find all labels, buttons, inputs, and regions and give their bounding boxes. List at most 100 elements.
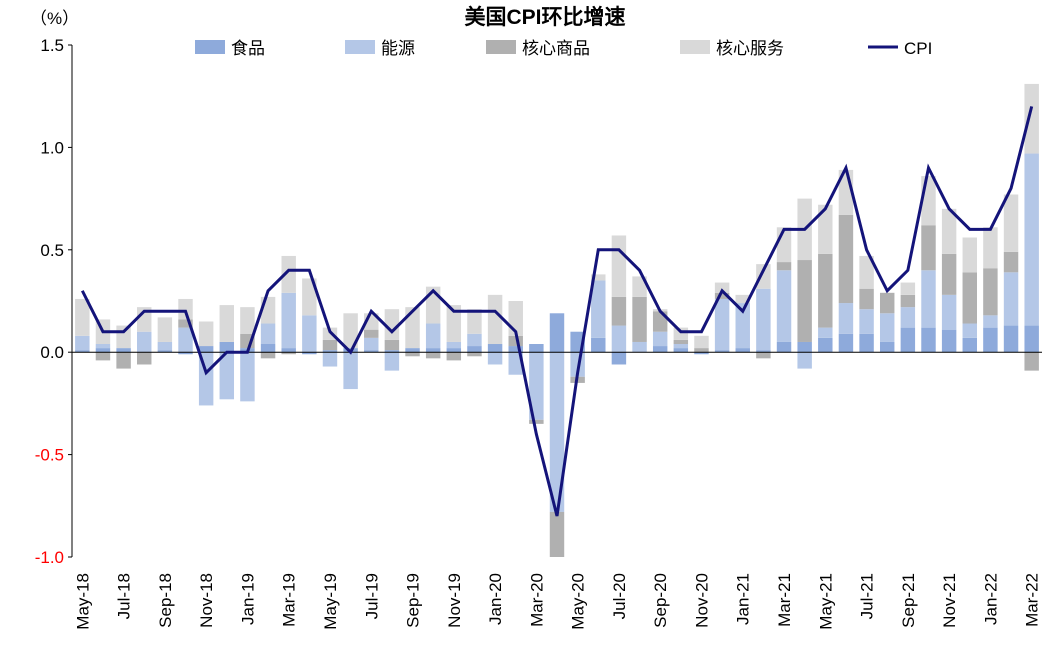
bar — [116, 352, 131, 369]
bar — [611, 325, 627, 353]
x-tick-label: Mar-19 — [280, 573, 299, 627]
bar — [859, 255, 874, 289]
x-tick-label: Jan-21 — [734, 573, 753, 625]
bar — [219, 305, 235, 342]
bar — [446, 348, 462, 353]
bar — [1024, 83, 1039, 154]
bar — [652, 331, 668, 347]
bar — [487, 352, 503, 365]
bar — [673, 348, 689, 353]
bar — [797, 352, 812, 369]
bar — [900, 327, 916, 353]
x-tick-label: Mar-22 — [1023, 573, 1042, 627]
bar — [900, 307, 916, 328]
x-tick-label: May-20 — [569, 573, 588, 630]
y-tick-label: 1.0 — [40, 138, 64, 157]
x-tick-label: Nov-21 — [940, 573, 959, 628]
x-tick-label: Sep-21 — [899, 573, 918, 628]
bar — [776, 270, 792, 342]
bar — [446, 352, 462, 361]
line — [80, 106, 1034, 517]
x-tick-label: Mar-20 — [527, 573, 546, 627]
bar — [941, 294, 957, 330]
bar — [735, 303, 750, 349]
bar — [529, 352, 544, 420]
bar — [178, 319, 193, 328]
bar — [446, 341, 462, 349]
bar — [591, 337, 606, 353]
legend-swatch — [680, 40, 710, 54]
y-unit: （%） — [30, 9, 79, 28]
bar — [838, 303, 854, 334]
bar — [343, 313, 358, 349]
bar — [859, 288, 874, 310]
bar — [384, 339, 400, 351]
bar — [487, 294, 503, 345]
bar — [673, 327, 689, 340]
bar — [673, 339, 689, 345]
bar — [260, 344, 276, 353]
bar — [446, 305, 462, 342]
bar — [364, 337, 379, 351]
bar — [75, 298, 90, 336]
bar — [219, 341, 235, 353]
bar — [281, 352, 296, 355]
bar — [322, 339, 338, 351]
bar — [632, 296, 647, 342]
bar — [1003, 325, 1019, 353]
bar — [879, 313, 895, 342]
x-tick-label: Jul-19 — [362, 573, 381, 619]
bar — [714, 292, 730, 299]
x-tick-label: Sep-18 — [156, 573, 175, 628]
bar — [921, 176, 936, 226]
bar — [364, 350, 379, 353]
bar — [157, 317, 173, 342]
bar — [405, 348, 420, 353]
bar — [302, 278, 317, 316]
x-tick-label: Jul-20 — [610, 573, 629, 619]
bar — [694, 348, 709, 353]
bar — [756, 264, 771, 289]
bar — [776, 341, 792, 353]
bar — [425, 323, 441, 349]
bar — [281, 255, 296, 293]
y-tick-label: -0.5 — [35, 446, 64, 465]
bar — [818, 337, 833, 353]
bar — [467, 352, 482, 357]
bar — [673, 344, 689, 349]
bar — [879, 341, 895, 353]
legend-label: 能源 — [381, 39, 415, 58]
bar — [95, 344, 111, 349]
bar — [116, 325, 131, 349]
bar — [549, 511, 565, 557]
bar — [467, 333, 482, 347]
x-tick-label: Jan-22 — [981, 573, 1000, 625]
x-tick-label: Sep-19 — [404, 573, 423, 628]
bar — [281, 292, 296, 349]
bar — [611, 235, 627, 297]
bar — [900, 294, 916, 308]
bar — [941, 208, 957, 254]
legend-label: 食品 — [231, 39, 265, 58]
y-tick-label: 0.5 — [40, 241, 64, 260]
bar — [962, 272, 977, 324]
bar — [611, 296, 627, 326]
y-tick-label: 1.5 — [40, 36, 64, 55]
bar — [405, 307, 420, 349]
bar — [487, 344, 503, 353]
bar — [178, 352, 193, 355]
bar — [983, 227, 998, 269]
bar — [467, 346, 482, 353]
x-tick-label: May-21 — [816, 573, 835, 630]
bar — [1003, 272, 1019, 326]
legend-swatch — [486, 40, 516, 54]
bar — [198, 346, 214, 353]
bar — [983, 327, 998, 353]
x-tick-label: Nov-19 — [445, 573, 464, 628]
bar — [1024, 352, 1039, 371]
bar — [364, 329, 379, 338]
bar — [384, 350, 400, 353]
x-tick-label: May-19 — [321, 573, 340, 630]
x-tick-label: Nov-18 — [197, 573, 216, 628]
bar — [549, 352, 565, 512]
